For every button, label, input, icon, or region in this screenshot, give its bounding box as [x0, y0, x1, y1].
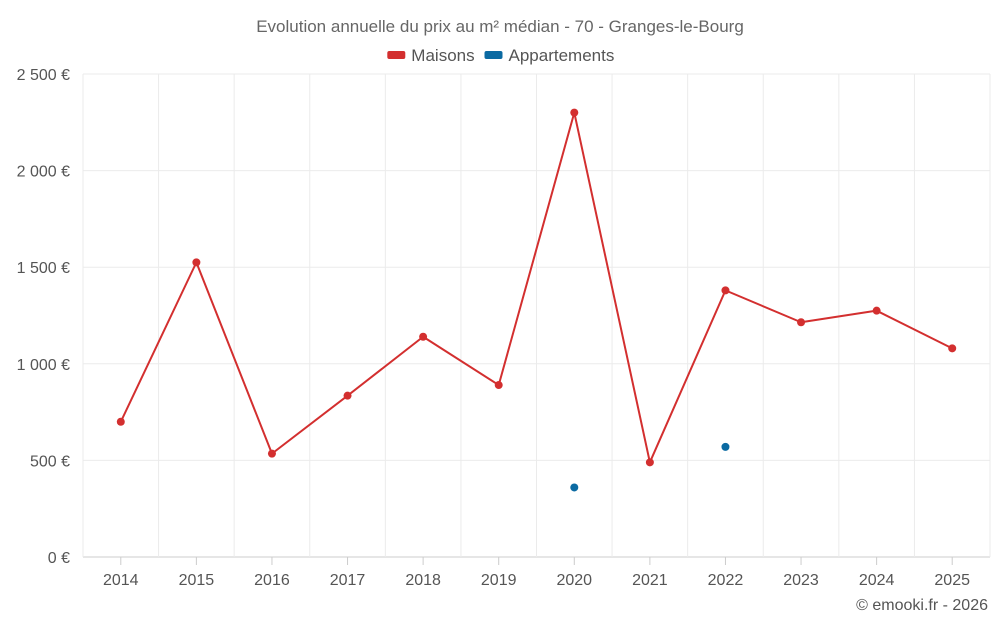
data-point — [570, 483, 579, 492]
data-point — [343, 391, 352, 400]
x-tick-label: 2025 — [934, 572, 970, 589]
x-axis: 2014 2015 2016 2017 2018 2019 2020 2021 2022 2023… — [103, 557, 970, 589]
x-tick-label: 2018 — [405, 572, 441, 589]
series-line — [119, 111, 953, 464]
x-tick-label: 2024 — [859, 572, 895, 589]
grid — [82, 73, 991, 558]
legend-label: Appartements — [509, 46, 615, 65]
y-tick-label: 1 500 € — [17, 260, 70, 277]
data-point — [494, 381, 503, 390]
data-point — [570, 108, 579, 117]
legend-swatch — [387, 51, 406, 59]
y-tick-label: 500 € — [30, 453, 70, 470]
data-point — [645, 458, 654, 467]
data-point — [948, 344, 957, 353]
x-tick-label: 2017 — [330, 572, 366, 589]
x-tick-label: 2021 — [632, 572, 668, 589]
y-tick-label: 1 000 € — [17, 357, 70, 374]
legend-item-appartements: Appartements — [484, 46, 615, 65]
y-tick-label: 0 € — [48, 550, 70, 567]
y-tick-label: 2 000 € — [17, 164, 70, 181]
y-tick-label: 2 500 € — [17, 67, 70, 84]
x-tick-label: 2020 — [556, 572, 592, 589]
series-layer — [116, 108, 957, 492]
data-point — [116, 417, 125, 426]
series-maisons — [116, 108, 957, 467]
x-tick-label: 2023 — [783, 572, 819, 589]
data-point — [721, 286, 730, 295]
legend: Maisons Appartements — [387, 46, 614, 65]
legend-item-maisons: Maisons — [387, 46, 475, 65]
x-tick-label: 2022 — [708, 572, 744, 589]
legend-label: Maisons — [411, 46, 474, 65]
legend-swatch — [484, 51, 503, 59]
x-tick-label: 2014 — [103, 572, 139, 589]
x-tick-label: 2015 — [179, 572, 215, 589]
y-axis: 0 € 500 € 1 000 € 1 500 € 2 000 € 2 500 € — [17, 67, 70, 567]
data-point — [419, 332, 428, 341]
chart-title: Evolution annuelle du prix au m² médian … — [256, 17, 744, 36]
x-tick-label: 2019 — [481, 572, 517, 589]
credit-text: © emooki.fr - 2026 — [856, 597, 988, 614]
series-appartements — [570, 442, 730, 492]
data-point — [267, 449, 276, 458]
data-point — [872, 306, 881, 315]
data-point — [797, 318, 806, 327]
data-point — [721, 442, 730, 451]
x-tick-label: 2016 — [254, 572, 290, 589]
data-point — [192, 258, 201, 267]
